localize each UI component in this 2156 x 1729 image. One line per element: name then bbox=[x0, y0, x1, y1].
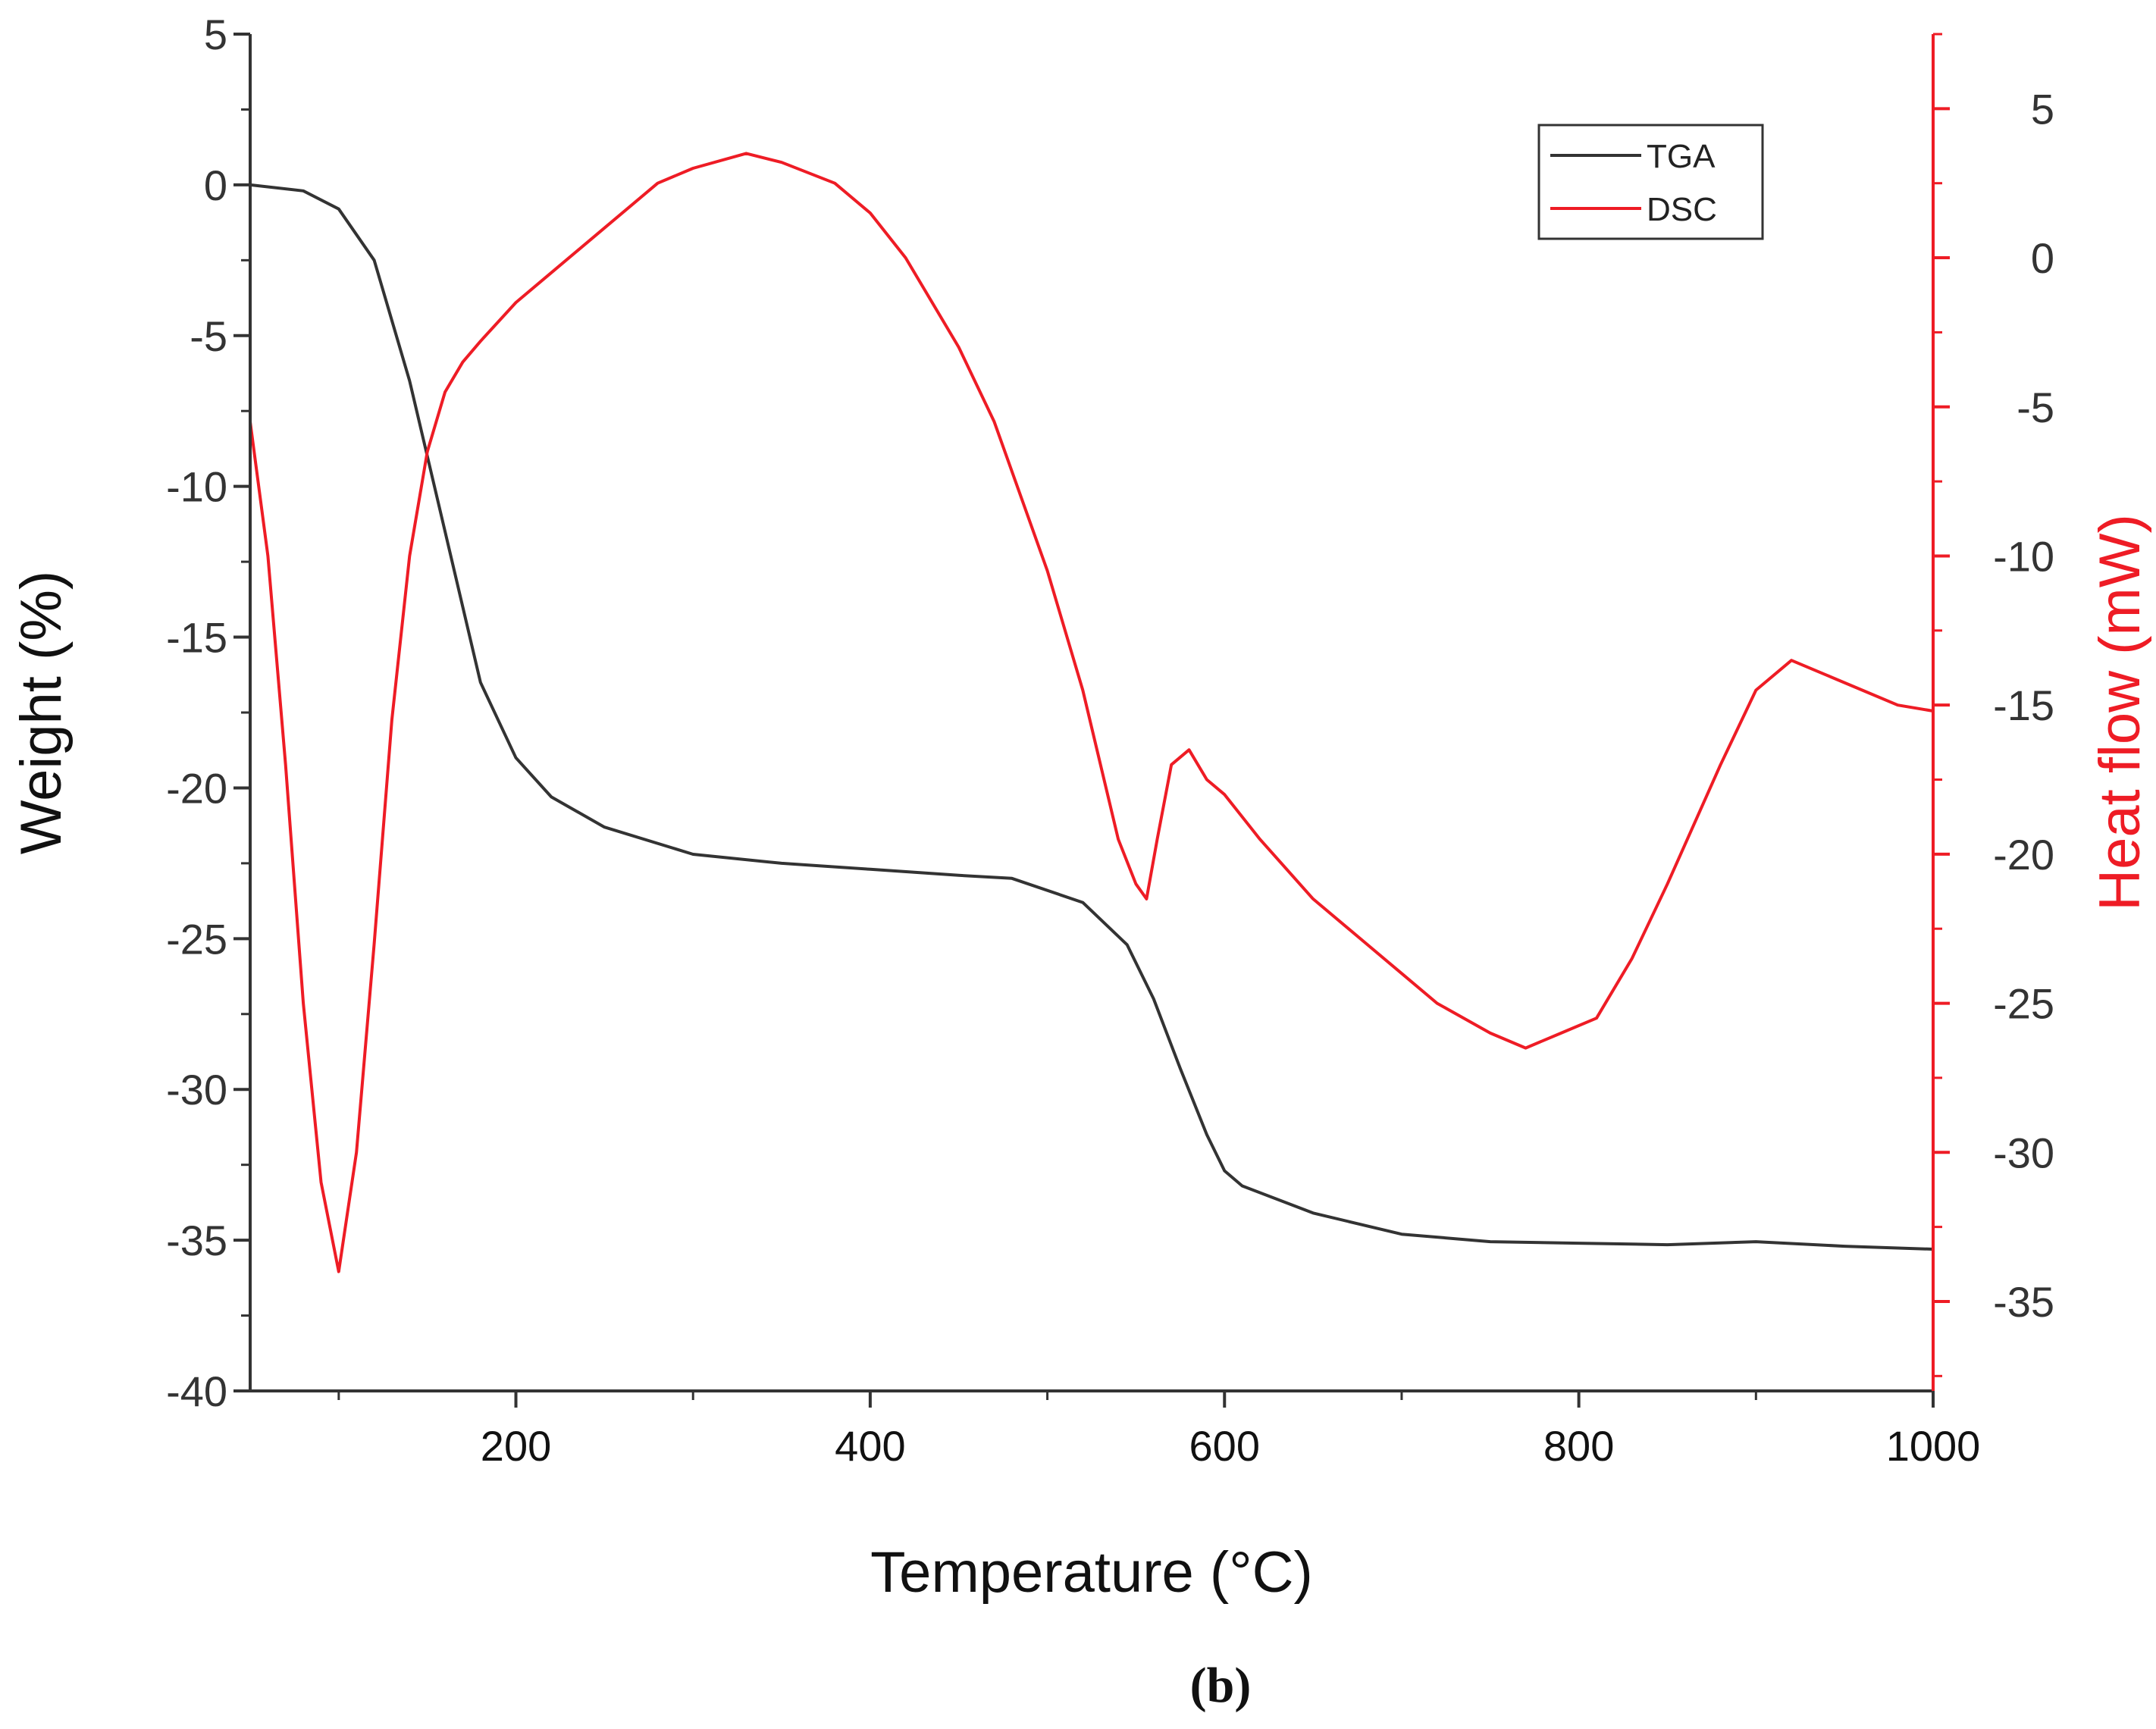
y-left-tick-label: -30 bbox=[166, 1066, 227, 1114]
legend-box bbox=[1537, 124, 1764, 240]
y-right-tick-label: -25 bbox=[1993, 980, 2054, 1028]
y-left-tick-label: -15 bbox=[166, 614, 227, 662]
x-tick-label: 600 bbox=[1189, 1422, 1260, 1470]
series-layer bbox=[249, 152, 1934, 1273]
y-left-axis-title: Weight (%) bbox=[9, 571, 74, 854]
y-right-tick-label: -30 bbox=[1993, 1129, 2054, 1176]
y-right-tick-label: -10 bbox=[1993, 532, 2054, 580]
y-left-tick-label: -25 bbox=[166, 915, 227, 963]
panel-label: (b) bbox=[1190, 1658, 1252, 1713]
y-left-tick-label: 0 bbox=[204, 161, 227, 209]
dsc-series-line bbox=[249, 152, 1934, 1273]
x-tick-label: 400 bbox=[835, 1422, 905, 1470]
x-tick-label: 1000 bbox=[1886, 1422, 1981, 1470]
legend-dsc-label: DSC bbox=[1647, 191, 1717, 228]
y-left-tick-label: -10 bbox=[166, 463, 227, 511]
y-left-tick-label: 5 bbox=[204, 11, 227, 58]
y-right-tick-label: 0 bbox=[2031, 234, 2054, 282]
y-right-tick-label: -15 bbox=[1993, 681, 2054, 729]
legend: TGA DSC bbox=[1537, 124, 1764, 240]
x-tick-label: 800 bbox=[1543, 1422, 1614, 1470]
y-left-tick-label: -5 bbox=[190, 312, 227, 360]
y-left-tick-label: -20 bbox=[166, 764, 227, 812]
y-right-tick-label: -20 bbox=[1993, 831, 2054, 879]
y-right-tick-label: -5 bbox=[2017, 384, 2054, 431]
x-tick-label: 200 bbox=[481, 1422, 551, 1470]
y-left-tick-label: -35 bbox=[166, 1217, 227, 1264]
tga-series-line bbox=[249, 183, 1934, 1251]
legend-tga-label: TGA bbox=[1647, 138, 1716, 175]
ticks-layer: 200 400 600 800 1000 5 0 -5 -10 -15 -20 -25 -30 -35 -4… bbox=[166, 11, 2054, 1470]
x-axis-title: Temperature (°C) bbox=[870, 1540, 1313, 1605]
y-right-tick-label: 5 bbox=[2031, 85, 2054, 133]
y-left-tick-label: -40 bbox=[166, 1367, 227, 1415]
y-right-tick-label: -35 bbox=[1993, 1278, 2054, 1326]
y-right-axis-title: Heat flow (mW) bbox=[2088, 514, 2152, 911]
